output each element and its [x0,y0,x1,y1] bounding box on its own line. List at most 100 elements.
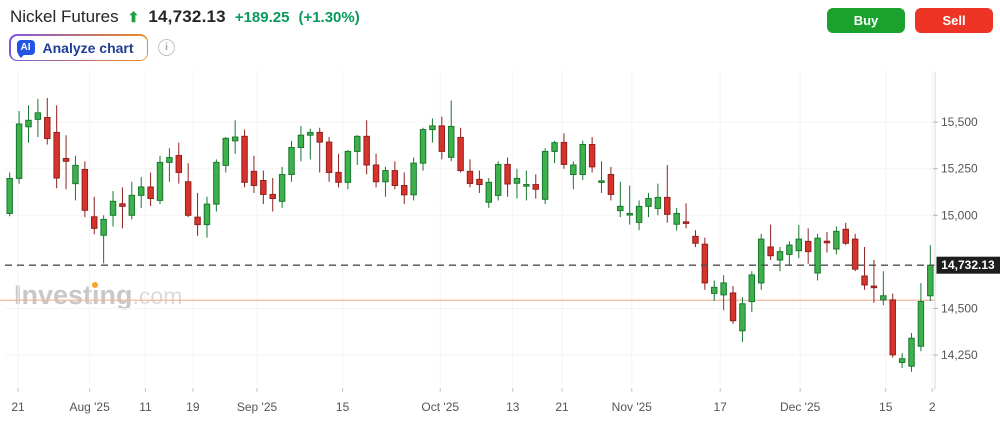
candle [119,187,126,229]
candle [410,157,417,201]
y-tick-label: 15,500 [941,115,978,129]
candle [692,230,699,247]
candle-body [175,155,183,173]
candle [504,157,511,197]
candle [128,181,136,220]
last-price-tag-bg [936,256,1000,274]
candle-body [739,303,746,332]
candle [739,297,746,342]
candle-body [908,337,915,367]
candle-body [682,221,690,224]
ai-badge-icon: AI [16,40,35,55]
candle-body [269,193,276,200]
y-axis[interactable]: 15,500 15,250 15,000 14,500 14,250 [933,72,978,390]
candle [494,161,502,201]
candle [917,283,925,352]
candle [72,155,79,201]
candle [137,177,145,208]
candle [438,116,446,160]
candle [842,222,849,246]
candle-body [241,135,248,183]
candle [823,232,831,253]
candle [184,163,192,218]
candle [476,170,483,193]
candle [767,224,774,261]
candle-body [335,171,342,183]
candle [269,178,276,212]
candle [100,215,107,264]
candle-body [757,238,765,284]
candle-body [889,299,896,356]
candle-body [635,205,643,223]
info-icon[interactable]: i [158,39,176,56]
candle [147,172,154,206]
candle-body [607,174,615,195]
candle [213,159,220,212]
candle [457,127,464,173]
candle [166,148,173,182]
candle-body [645,198,652,207]
candle [673,207,680,231]
analyze-chart-button[interactable]: AI Analyze chart [9,34,149,61]
candle-body [44,117,51,140]
candle [635,200,643,231]
sell-button[interactable]: Sell [915,8,993,33]
candle-body [147,186,154,200]
watermark-dot [92,282,98,288]
candle-body [720,282,727,296]
title-row: Nickel Futures ⬆ 14,732.13 +189.25 (+1.3… [10,7,360,27]
x-tick-label: 2 [929,400,936,414]
x-tick-label: 13 [506,400,520,414]
candle [194,192,201,236]
candle [175,142,183,184]
candle-body [673,212,680,225]
candle-body [494,163,502,196]
candle [335,153,342,188]
x-axis[interactable]: 21 Aug '25 11 19 Sep '25 15 Oct '25 13 21 Nov '25… [11,388,936,414]
candle [62,135,70,190]
candle-body [184,181,192,216]
candle [278,166,286,208]
candle [598,161,605,193]
candle-body [927,264,934,297]
candle [795,224,803,259]
candle [579,140,586,180]
candle-body [504,163,511,185]
candle [626,185,633,225]
candle-body [476,178,483,186]
candle [729,286,737,324]
x-tick-label: Oct '25 [421,400,459,414]
candle [889,293,896,358]
candle-body [532,184,539,190]
candle [419,127,427,171]
candle-body [307,131,314,136]
candle-body [617,205,624,212]
candle [570,161,577,190]
candle-body [297,134,305,148]
price-change: +189.25 [234,9,290,26]
y-tick-label: 14,500 [941,301,978,315]
candle-body [363,135,370,166]
candle [861,246,868,290]
candle-body [523,184,530,187]
candle [109,191,117,227]
candle-body [260,179,267,195]
candle-body [560,141,568,165]
candle-body [278,174,286,202]
y-tick-label: 15,250 [941,162,978,176]
candle [372,153,380,188]
candle [447,100,455,162]
candle-body [15,123,23,179]
page-title: Nickel Futures [10,7,119,26]
candle-body [598,180,605,183]
candle-body [711,286,718,294]
candle-body [447,125,455,158]
candle-body [429,125,436,131]
candle [250,155,258,193]
buy-button[interactable]: Buy [827,8,905,33]
last-price-value: 14,732.13 [148,7,226,26]
last-price-tag-label: 14,732.13 [941,258,995,272]
candle-body [325,141,333,173]
candle [231,120,239,154]
